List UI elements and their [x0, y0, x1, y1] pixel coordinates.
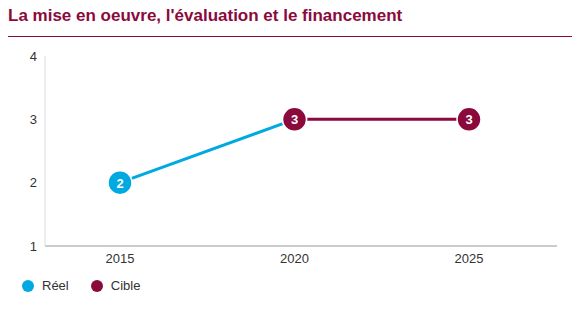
- svg-text:1: 1: [30, 239, 37, 254]
- svg-text:3: 3: [30, 112, 37, 127]
- svg-text:2020: 2020: [280, 251, 309, 266]
- html-text:Cible: Cible: [110, 278, 141, 293]
- svg-text:2: 2: [30, 175, 37, 190]
- html-text:La mise en oeuvre, l'évaluatio: La mise en oeuvre, l'évaluation et le fi…: [8, 6, 403, 25]
- svg-text:2: 2: [116, 176, 123, 191]
- svg-text:2015: 2015: [106, 251, 135, 266]
- svg-text:3: 3: [465, 112, 472, 127]
- svg-text:3: 3: [291, 112, 298, 127]
- svg-text:3: 3: [291, 112, 298, 127]
- html-text:Réel: Réel: [42, 278, 69, 293]
- svg-text:4: 4: [30, 49, 37, 64]
- svg-text:2025: 2025: [455, 251, 484, 266]
